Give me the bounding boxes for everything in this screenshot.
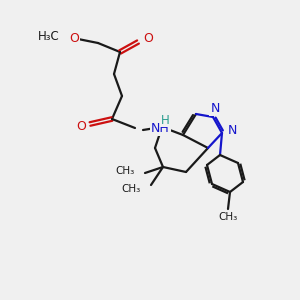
Text: CH₃: CH₃ [122, 184, 141, 194]
Text: N: N [227, 124, 237, 137]
Text: H₃C: H₃C [38, 29, 60, 43]
Text: CH₃: CH₃ [218, 212, 238, 222]
Text: NH: NH [151, 122, 170, 134]
Text: H: H [160, 113, 169, 127]
Text: O: O [69, 32, 79, 44]
Text: O: O [76, 119, 86, 133]
Text: O: O [143, 32, 153, 46]
Text: CH₃: CH₃ [116, 166, 135, 176]
Text: N: N [210, 101, 220, 115]
